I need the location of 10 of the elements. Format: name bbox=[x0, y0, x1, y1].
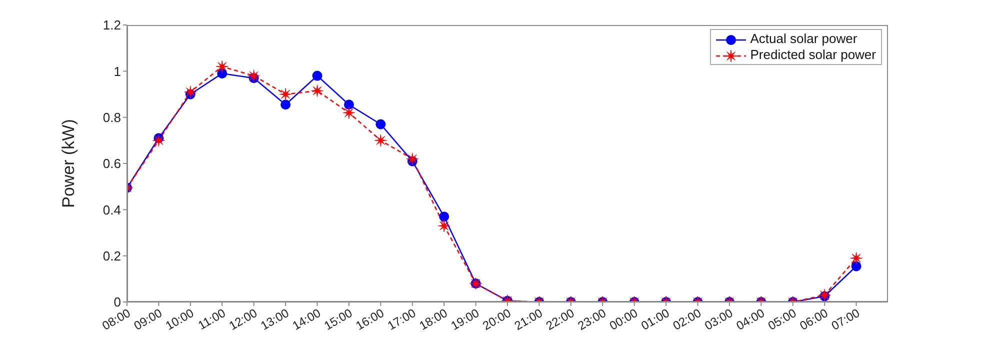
y-axis-title: Power (kW) bbox=[59, 119, 78, 208]
y-tick-label: 0.4 bbox=[102, 202, 121, 218]
y-tick-label: 1 bbox=[114, 64, 121, 79]
legend-label: Actual solar power bbox=[749, 31, 858, 47]
y-tick-label: 0.6 bbox=[102, 156, 121, 172]
y-tick-label: 0 bbox=[114, 294, 121, 310]
legend-label: Predicted solar power bbox=[749, 47, 876, 63]
y-tick-label: 1.2 bbox=[102, 18, 121, 33]
y-tick-label: 0.8 bbox=[102, 110, 121, 125]
y-tick-label: 0.2 bbox=[102, 248, 121, 264]
